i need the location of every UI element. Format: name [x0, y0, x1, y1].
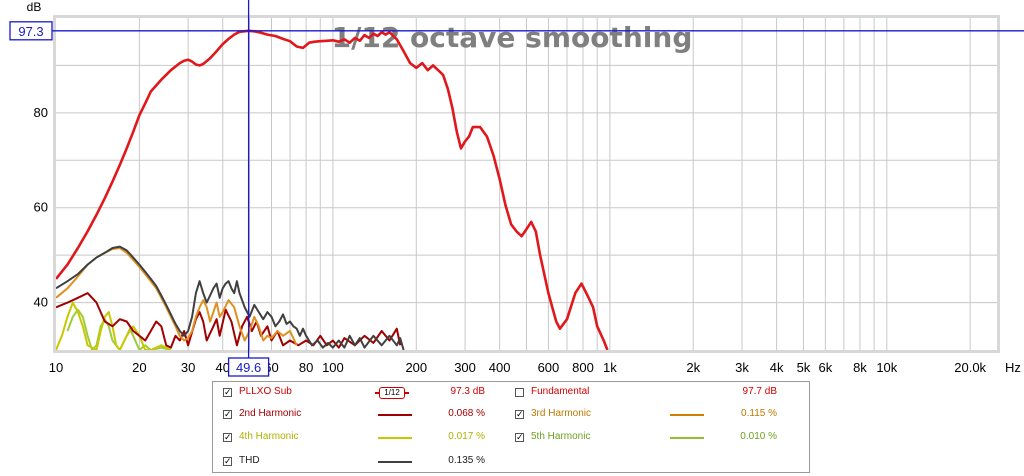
x-tick-label: 5k: [797, 360, 811, 375]
cursor-x-readout-box: [227, 357, 270, 377]
legend-row: ✓ THD 0.135 %: [213, 455, 809, 469]
series-line-3rd-harmonic: [56, 247, 298, 346]
x-tick-label: 1k: [603, 360, 617, 375]
series-line-2nd-harmonic: [56, 292, 402, 349]
legend-label-thd: THD: [239, 455, 260, 466]
legend: ✓ PLLXO Sub 1/12 97.3 dB Fundamental 97.7 dB ✓…: [212, 381, 810, 473]
checkbox-thd[interactable]: ✓: [223, 456, 232, 466]
x-tick-label: 4k: [770, 360, 784, 375]
y-tick-label: 80: [34, 105, 48, 120]
legend-value-pllxo-sub: 97.3 dB: [450, 386, 485, 397]
x-tick-label: 30: [181, 360, 195, 375]
x-tick-label: 600: [538, 360, 560, 375]
cursor-x-readout: 49.6: [236, 360, 261, 375]
legend-value-3rd-harmonic: 0.115 %: [741, 408, 777, 419]
x-tick-label: 20.0k: [954, 360, 986, 375]
legend-label-5th-harmonic: 5th Harmonic: [531, 431, 591, 442]
legend-value-4th-harmonic: 0.017 %: [448, 431, 485, 442]
legend-swatch-4th-harmonic: [378, 437, 412, 439]
legend-row: ✓ 4th Harmonic 0.017 % ✓ 5th Harmonic 0.010 %: [213, 431, 809, 445]
cursor-y-readout-box: [9, 21, 53, 41]
series-line-thd: [56, 245, 405, 350]
legend-swatch-thd: [378, 461, 412, 463]
legend-value-5th-harmonic: 0.010 %: [740, 431, 777, 442]
x-tick-label: 100: [322, 360, 344, 375]
y-axis-label: dB: [27, 0, 42, 14]
legend-value-2nd-harmonic: 0.068 %: [448, 408, 485, 419]
x-tick-label: 80: [299, 360, 313, 375]
checkbox-fundamental[interactable]: [515, 388, 524, 397]
checkbox-2nd-harmonic[interactable]: ✓: [223, 409, 232, 419]
legend-row: ✓ 2nd Harmonic 0.068 % ✓ 3rd Harmonic 0.115 %: [213, 408, 809, 422]
legend-label-pllxo-sub: PLLXO Sub: [239, 386, 292, 397]
legend-swatch-2nd-harmonic: [378, 414, 412, 416]
checkbox-4th-harmonic[interactable]: ✓: [223, 432, 232, 442]
legend-swatch-3rd-harmonic: [670, 414, 704, 416]
smoothing-badge[interactable]: 1/12: [379, 387, 405, 399]
legend-label-3rd-harmonic: 3rd Harmonic: [531, 408, 592, 419]
x-tick-label: 800: [572, 360, 594, 375]
x-tick-label: 3k: [735, 360, 749, 375]
x-tick-label: 400: [489, 360, 511, 375]
legend-label-2nd-harmonic: 2nd Harmonic: [239, 408, 302, 419]
legend-row: ✓ PLLXO Sub 1/12 97.3 dB Fundamental 97.7 dB: [213, 386, 809, 400]
checkbox-5th-harmonic[interactable]: ✓: [515, 432, 524, 442]
x-tick-label: 20: [132, 360, 146, 375]
chart-title: 1/12 octave smoothing: [332, 21, 693, 54]
x-tick-label: 200: [405, 360, 427, 375]
legend-label-fundamental: Fundamental: [531, 386, 590, 397]
x-tick-label: 10: [49, 360, 63, 375]
x-tick-label: 6k: [818, 360, 832, 375]
x-axis-unit: Hz: [1005, 360, 1021, 375]
x-tick-label: 300: [454, 360, 476, 375]
x-tick-label: 2k: [686, 360, 700, 375]
series-line-4th-harmonic: [56, 301, 172, 350]
x-tick-label: 10k: [876, 360, 897, 375]
legend-label-4th-harmonic: 4th Harmonic: [239, 431, 299, 442]
x-tick-label: 40: [215, 360, 229, 375]
checkbox-pllxo-sub[interactable]: ✓: [223, 387, 232, 397]
legend-value-thd: 0.135 %: [448, 455, 485, 466]
cursor-y-readout: 97.3: [18, 24, 43, 39]
y-tick-label: 60: [34, 200, 48, 215]
y-tick-label: 40: [34, 295, 48, 310]
series-line-pllxo-sub: [56, 29, 609, 350]
legend-value-fundamental: 97.7 dB: [742, 386, 777, 397]
legend-swatch-5th-harmonic: [670, 437, 704, 439]
checkbox-3rd-harmonic[interactable]: ✓: [515, 409, 524, 419]
x-tick-label: 8k: [853, 360, 867, 375]
